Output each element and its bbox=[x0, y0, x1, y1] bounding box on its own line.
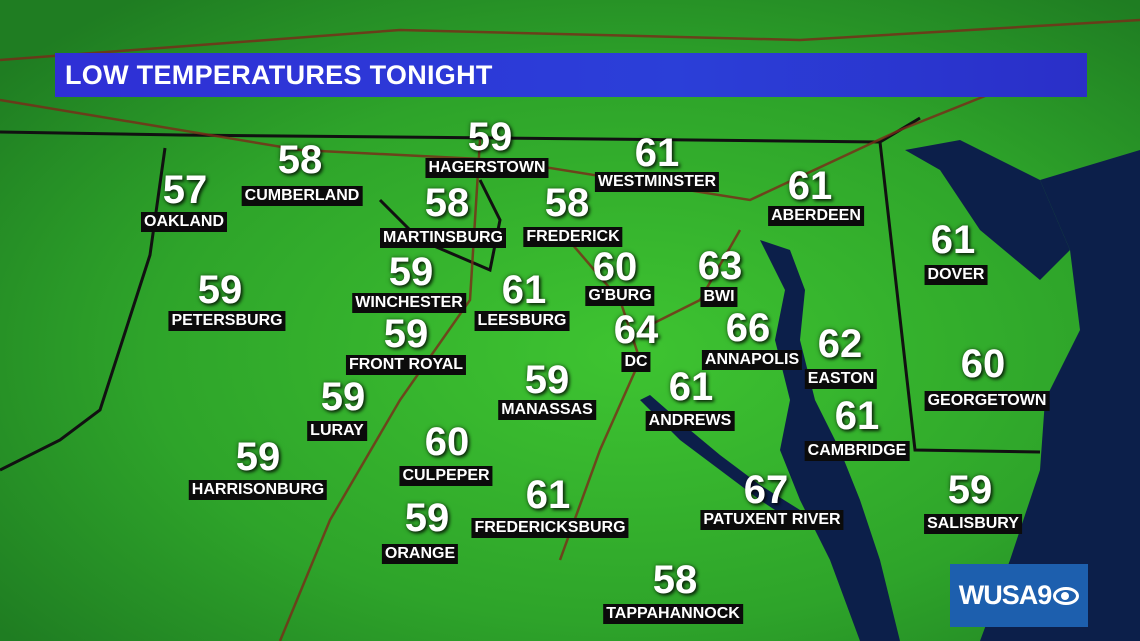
city-label: ANNAPOLIS bbox=[701, 350, 803, 370]
temperature-value: 62 bbox=[817, 322, 863, 366]
city-label: FREDERICK bbox=[523, 227, 623, 247]
chesapeake-bay bbox=[760, 240, 900, 641]
city-label: TAPPAHANNOCK bbox=[603, 604, 743, 624]
temperature-value: 61 bbox=[501, 268, 547, 312]
temperature-value: 59 bbox=[235, 435, 281, 479]
city-label: DC bbox=[621, 352, 651, 372]
temperature-value: 59 bbox=[467, 115, 513, 159]
temperature-value: 59 bbox=[524, 358, 570, 402]
temperature-value: 58 bbox=[652, 558, 698, 602]
temperature-value: 60 bbox=[592, 245, 638, 289]
city-label: GEORGETOWN bbox=[924, 391, 1050, 411]
city-label: LEESBURG bbox=[474, 311, 570, 331]
temperature-value: 64 bbox=[613, 308, 659, 352]
city-label: MARTINSBURG bbox=[380, 228, 506, 248]
temperature-value: 60 bbox=[424, 420, 470, 464]
temperature-value: 66 bbox=[725, 306, 771, 350]
city-label: ANDREWS bbox=[645, 411, 735, 431]
city-label: OAKLAND bbox=[141, 212, 227, 232]
city-label: PETERSBURG bbox=[168, 311, 286, 331]
city-label: LURAY bbox=[307, 421, 367, 441]
temperature-value: 59 bbox=[404, 496, 450, 540]
atlantic-ocean bbox=[980, 150, 1140, 641]
city-label: MANASSAS bbox=[498, 400, 596, 420]
city-label: BWI bbox=[700, 287, 738, 307]
city-label: CAMBRIDGE bbox=[804, 441, 910, 461]
city-label: ABERDEEN bbox=[768, 206, 864, 226]
temperature-value: 59 bbox=[320, 375, 366, 419]
city-label: WESTMINSTER bbox=[594, 172, 720, 192]
city-label: HAGERSTOWN bbox=[425, 158, 549, 178]
city-label: EASTON bbox=[804, 369, 878, 389]
city-label: HARRISONBURG bbox=[188, 480, 328, 500]
temperature-value: 67 bbox=[743, 468, 789, 512]
city-label: G'BURG bbox=[585, 286, 655, 306]
temperature-value: 61 bbox=[668, 365, 714, 409]
city-label: PATUXENT RIVER bbox=[700, 510, 844, 530]
temperature-value: 61 bbox=[834, 394, 880, 438]
temperature-value: 59 bbox=[197, 268, 243, 312]
city-label: WINCHESTER bbox=[352, 293, 466, 313]
city-label: CUMBERLAND bbox=[241, 186, 363, 206]
city-label: FRONT ROYAL bbox=[345, 355, 467, 375]
temperature-value: 63 bbox=[697, 244, 743, 288]
temperature-value: 59 bbox=[947, 468, 993, 512]
logo-text: WUSA9 bbox=[958, 580, 1053, 610]
city-label: ORANGE bbox=[381, 544, 459, 564]
temperature-value: 58 bbox=[544, 181, 590, 225]
cbs-eye-icon bbox=[1053, 586, 1080, 605]
temperature-value: 59 bbox=[388, 250, 434, 294]
city-label: FREDERICKSBURG bbox=[471, 518, 629, 538]
temperature-value: 61 bbox=[634, 131, 680, 175]
temperature-value: 61 bbox=[525, 473, 571, 517]
delaware-bay bbox=[905, 140, 1070, 280]
page-title: LOW TEMPERATURES TONIGHT bbox=[55, 53, 1087, 97]
temperature-value: 61 bbox=[930, 218, 976, 262]
temperature-value: 58 bbox=[424, 181, 470, 225]
temperature-value: 58 bbox=[277, 138, 323, 182]
temperature-value: 61 bbox=[787, 164, 833, 208]
temperature-value: 60 bbox=[960, 342, 1006, 386]
temperature-value: 57 bbox=[162, 168, 208, 212]
station-logo: WUSA9 bbox=[950, 564, 1088, 627]
city-label: DOVER bbox=[924, 265, 988, 285]
city-label: CULPEPER bbox=[399, 466, 493, 486]
city-label: SALISBURY bbox=[924, 514, 1022, 534]
temperature-value: 59 bbox=[383, 312, 429, 356]
